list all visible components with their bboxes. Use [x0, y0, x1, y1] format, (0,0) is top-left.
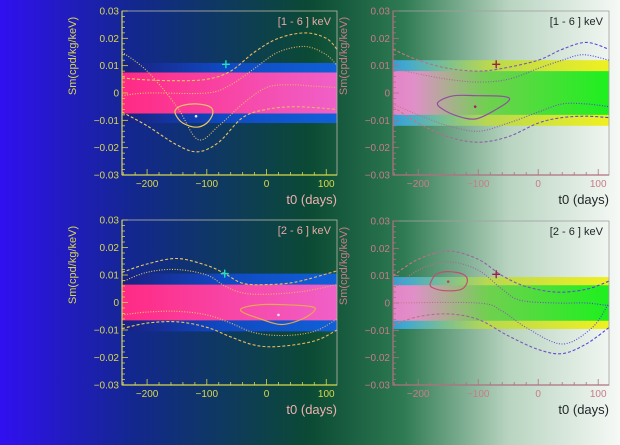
- y-tick-label: −0.01: [365, 326, 391, 337]
- x-tick-label: −200: [136, 389, 159, 400]
- x-axis-label: t0 (days): [558, 402, 609, 417]
- x-tick-label: −100: [196, 179, 219, 190]
- y-tick-label: −0.01: [94, 116, 120, 127]
- y-tick-label: −0.02: [94, 143, 120, 154]
- y-tick-label: −0.03: [94, 381, 120, 392]
- curve-dashed-4: [121, 321, 338, 348]
- x-axis-label: t0 (days): [558, 192, 609, 207]
- x-tick-label: 100: [590, 179, 607, 190]
- curve-dashed-1: [392, 250, 610, 293]
- x-tick-label: −100: [196, 389, 219, 400]
- y-tick-label: −0.02: [365, 353, 391, 364]
- panel-2: 0.03 0.02 0.01 0 −0.01 −0.02 −0.03 −200 −100 0 100…: [338, 7, 610, 207]
- inner-band: [393, 71, 609, 115]
- reference-cross-marker: [492, 270, 501, 279]
- x-tick-label: −200: [407, 389, 430, 400]
- y-tick-label: 0.02: [100, 243, 120, 254]
- energy-range-label: [1 - 6 ] keV: [278, 16, 332, 28]
- curve-dotted-2: [392, 261, 610, 307]
- confidence-contour: [239, 303, 316, 326]
- y-tick-label: −0.03: [94, 171, 120, 182]
- x-tick-label: 100: [318, 389, 335, 400]
- y-tick-label: 0.02: [371, 34, 391, 45]
- y-tick-label: −0.01: [94, 326, 120, 337]
- energy-range-label: [2 - 6 ] keV: [550, 226, 604, 238]
- energy-range-label: [2 - 6 ] keV: [278, 225, 332, 237]
- x-tick-label: 100: [318, 179, 335, 190]
- curve-dotted-3: [392, 102, 610, 132]
- y-tick-label: 0.01: [100, 271, 120, 282]
- reference-cross-marker: [221, 60, 230, 69]
- y-tick-label: 0.01: [371, 271, 391, 282]
- curve-dashed-1: [392, 41, 610, 72]
- y-tick-label: 0: [384, 299, 390, 310]
- y-tick-label: −0.03: [365, 171, 391, 182]
- y-tick-label: −0.02: [365, 143, 391, 154]
- confidence-contour: [436, 94, 511, 120]
- curve-dashed-1: [121, 32, 338, 82]
- curve-dotted-3: [121, 310, 338, 337]
- y-axis-label: Sm(cpd/kg/keV): [67, 17, 79, 95]
- y-tick-label: 0: [113, 89, 119, 100]
- y-axis-label: Sm(cpd/kg/keV): [338, 227, 350, 305]
- reference-cross-marker: [492, 60, 501, 69]
- confidence-contour: [429, 270, 469, 292]
- best-fit-point: [446, 280, 450, 283]
- y-tick-label: −0.02: [94, 353, 120, 364]
- x-axis-label: t0 (days): [286, 192, 337, 207]
- curve-dotted-2: [121, 51, 338, 141]
- y-tick-label: 0: [113, 298, 119, 309]
- inner-band: [122, 284, 337, 321]
- y-tick-label: −0.03: [365, 381, 391, 392]
- y-tick-label: 0.01: [371, 61, 391, 72]
- panel-1: 0.03 0.02 0.01 0 −0.01 −0.02 −0.03 −200 −100 0 100…: [67, 7, 338, 207]
- y-tick-label: −0.01: [365, 116, 391, 127]
- x-tick-label: −100: [467, 179, 490, 190]
- x-tick-label: 0: [264, 389, 270, 400]
- y-axis-label: Sm(cpd/kg/keV): [67, 226, 79, 304]
- energy-range-label: [1 - 6 ] keV: [550, 16, 604, 28]
- y-tick-label: 0.03: [371, 7, 391, 18]
- best-fit-point: [277, 313, 280, 317]
- x-tick-label: −200: [136, 179, 159, 190]
- x-tick-label: −100: [467, 389, 490, 400]
- curve-dashed-4: [392, 313, 610, 355]
- x-tick-label: 0: [264, 179, 270, 190]
- best-fit-point: [473, 105, 477, 108]
- y-axis-label: Sm(cpd/kg/keV): [338, 17, 350, 95]
- panel-4: 0.03 0.02 0.01 0 −0.01 −0.02 −0.03 −200 −100 0 100…: [338, 217, 610, 417]
- panel-3: 0.03 0.02 0.01 0 −0.01 −0.02 −0.03 −200 −100 0 100…: [67, 216, 338, 417]
- y-tick-label: 0.02: [371, 244, 391, 255]
- inner-band: [393, 285, 609, 321]
- confidence-contour: [174, 103, 214, 128]
- x-tick-label: 0: [535, 389, 541, 400]
- inner-band: [122, 72, 337, 114]
- best-fit-point: [194, 114, 198, 118]
- y-tick-label: 0.03: [100, 216, 120, 227]
- y-tick-label: 0.01: [100, 61, 120, 72]
- curve-dotted-2: [392, 54, 610, 83]
- y-tick-label: 0.03: [371, 217, 391, 228]
- x-tick-label: 0: [535, 179, 541, 190]
- reference-cross-marker: [220, 269, 229, 278]
- y-tick-label: 0.02: [100, 34, 120, 45]
- y-tick-label: 0: [384, 89, 390, 100]
- y-tick-label: 0.03: [100, 7, 120, 18]
- x-axis-label: t0 (days): [286, 402, 337, 417]
- x-tick-label: 100: [590, 389, 607, 400]
- x-tick-label: −200: [407, 179, 430, 190]
